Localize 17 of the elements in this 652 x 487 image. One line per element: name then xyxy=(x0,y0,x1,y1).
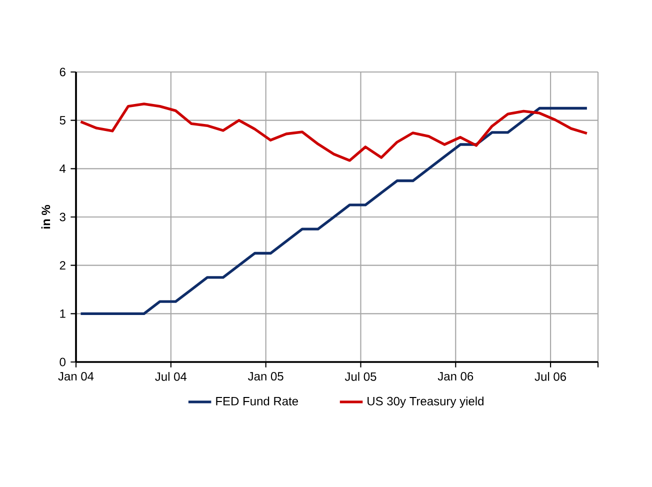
x-tick-label: Jul 06 xyxy=(534,372,566,381)
x-tick-label: Jan 05 xyxy=(248,372,284,381)
y-tick-label: 3 xyxy=(60,212,66,222)
y-tick-label: 5 xyxy=(60,116,66,125)
line-series xyxy=(79,102,588,162)
y-tick-label: 4 xyxy=(60,164,66,173)
x-tick-label: Jan 06 xyxy=(438,372,474,381)
x-tick-label: Jul 04 xyxy=(155,372,187,381)
x-tick-label: Jan 04 xyxy=(58,372,94,381)
y-tick-label: 2 xyxy=(60,261,66,270)
x-tick-label: Jul 05 xyxy=(344,372,376,381)
legend-label: FED Fund Rate xyxy=(216,396,298,406)
y-axis-title: in % xyxy=(41,205,50,229)
legend-label: US 30y Treasury yield xyxy=(368,396,484,408)
y-tick-label: 6 xyxy=(60,68,66,76)
y-tick-label: 1 xyxy=(60,310,66,318)
y-tick-label: 0 xyxy=(60,358,66,366)
